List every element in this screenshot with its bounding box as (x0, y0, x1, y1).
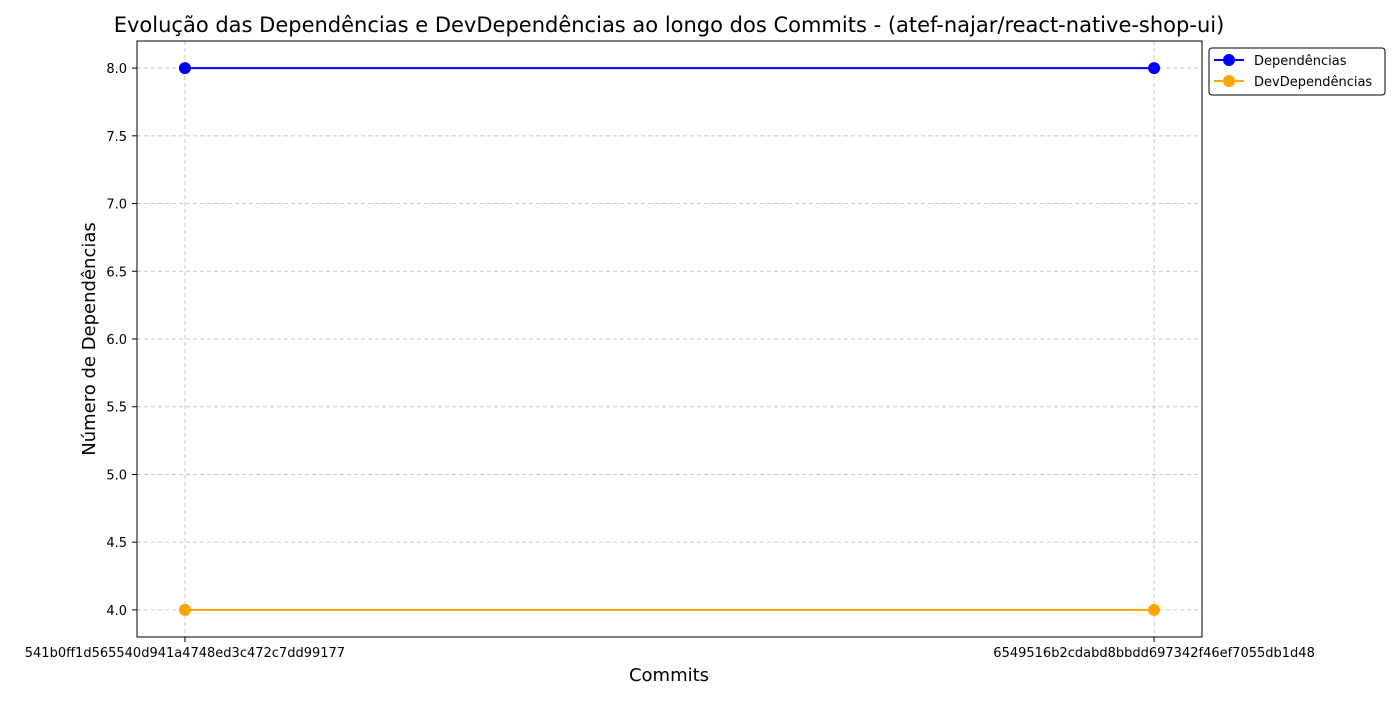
x-axis-ticks: 541b0ff1d565540d941a4748ed3c472c7dd99177… (25, 637, 1315, 661)
y-tick-label: 7.5 (106, 130, 127, 145)
legend-marker (1223, 75, 1235, 87)
series-layer (178, 62, 1161, 616)
data-point (178, 603, 191, 616)
y-tick-label: 6.5 (106, 265, 127, 280)
y-tick-label: 6.0 (106, 333, 127, 348)
y-tick-label: 5.5 (106, 401, 127, 416)
legend: Dependências DevDependências (1208, 47, 1386, 96)
y-tick-label: 7.0 (106, 198, 127, 213)
legend-marker (1223, 54, 1235, 66)
y-tick-label: 4.0 (106, 604, 127, 619)
data-point (178, 62, 191, 75)
y-tick-label: 5.0 (106, 468, 127, 483)
x-tick-label: 541b0ff1d565540d941a4748ed3c472c7dd99177 (25, 646, 345, 661)
chart-title: Evolução das Dependências e DevDependênc… (114, 13, 1225, 37)
legend-box (1208, 47, 1386, 96)
legend-label: Dependências (1254, 54, 1347, 69)
x-axis-label: Commits (629, 665, 709, 686)
y-axis-ticks: 4.0 4.5 5.0 5.5 6.0 6.5 7.0 7.5 8.0 (106, 62, 137, 619)
data-point (1148, 62, 1161, 75)
x-tick-label: 6549516b2cdabd8bbdd697342f46ef7055db1d48 (993, 646, 1315, 661)
data-point (1148, 603, 1161, 616)
y-axis-label: Número de Dependências (79, 222, 100, 456)
legend-label: DevDependências (1254, 75, 1372, 90)
y-tick-label: 4.5 (106, 536, 127, 551)
y-tick-label: 8.0 (106, 62, 127, 77)
grid-lines (137, 41, 1202, 637)
legend-items: Dependências DevDependências (1214, 54, 1372, 90)
